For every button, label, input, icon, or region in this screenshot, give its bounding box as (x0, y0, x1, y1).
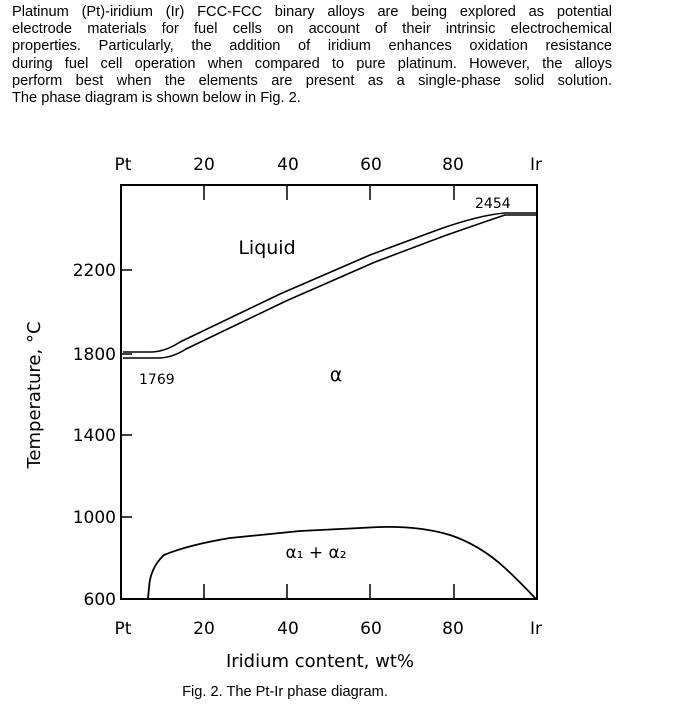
pt-melting-point-label: 1769 (139, 372, 175, 388)
plot-frame (120, 184, 538, 600)
intro-line: during fuel cell operation when compared… (12, 55, 612, 72)
bottom-axis-labels: Pt 20 40 60 80 Ir (115, 619, 542, 639)
y-tick-label: 1000 (73, 508, 116, 528)
top-label: 80 (442, 155, 464, 175)
y-tick-label: 1400 (73, 426, 116, 446)
figure-caption: Fig. 2. The Pt-Ir phase diagram. (182, 684, 388, 700)
intro-line: Platinum (Pt)-iridium (Ir) FCC-FCC binar… (12, 4, 612, 20)
bottom-label: 40 (277, 619, 299, 639)
region-alpha-label: α (330, 364, 343, 386)
top-axis-labels: Pt 20 40 60 80 Ir (115, 155, 542, 175)
ir-melting-point-label: 2454 (475, 196, 511, 212)
region-liquid-label: Liquid (238, 237, 295, 259)
y-tick-label: 600 (84, 590, 116, 610)
bottom-label: 20 (193, 619, 215, 639)
liquidus-line (123, 212, 536, 353)
intro-line: The phase diagram is shown below in Fig.… (12, 90, 301, 107)
miscibility-gap-curve (147, 526, 537, 600)
top-ticks (203, 185, 455, 200)
bottom-label: 60 (360, 619, 382, 639)
top-label: Pt (115, 155, 132, 175)
intro-paragraph: Platinum (Pt)-iridium (Ir) FCC-FCC binar… (12, 4, 612, 107)
intro-line: properties. Particularly, the addition o… (12, 38, 612, 55)
top-label: 40 (277, 155, 299, 175)
bottom-ticks (203, 584, 455, 599)
bottom-label: 80 (442, 619, 464, 639)
left-ticks (121, 269, 132, 518)
bottom-label: Ir (530, 619, 542, 639)
intro-line: perform best when the elements are prese… (12, 72, 612, 89)
y-tick-label: 2200 (73, 261, 116, 281)
y-tick-label: 1800 (73, 345, 116, 365)
bottom-label: Pt (115, 619, 132, 639)
intro-line: electrode materials for fuel cells on ac… (12, 21, 612, 38)
x-axis-title: Iridium content, wt% (226, 651, 414, 672)
y-axis-labels: 2200 1800 1400 1000 600 (73, 261, 116, 610)
top-label: Ir (530, 155, 542, 175)
region-two-phase-label: α₁ + α₂ (285, 543, 346, 563)
top-label: 60 (360, 155, 382, 175)
solidus-line (123, 214, 536, 359)
y-axis-title: Temperature, °C (24, 321, 45, 469)
top-label: 20 (193, 155, 215, 175)
